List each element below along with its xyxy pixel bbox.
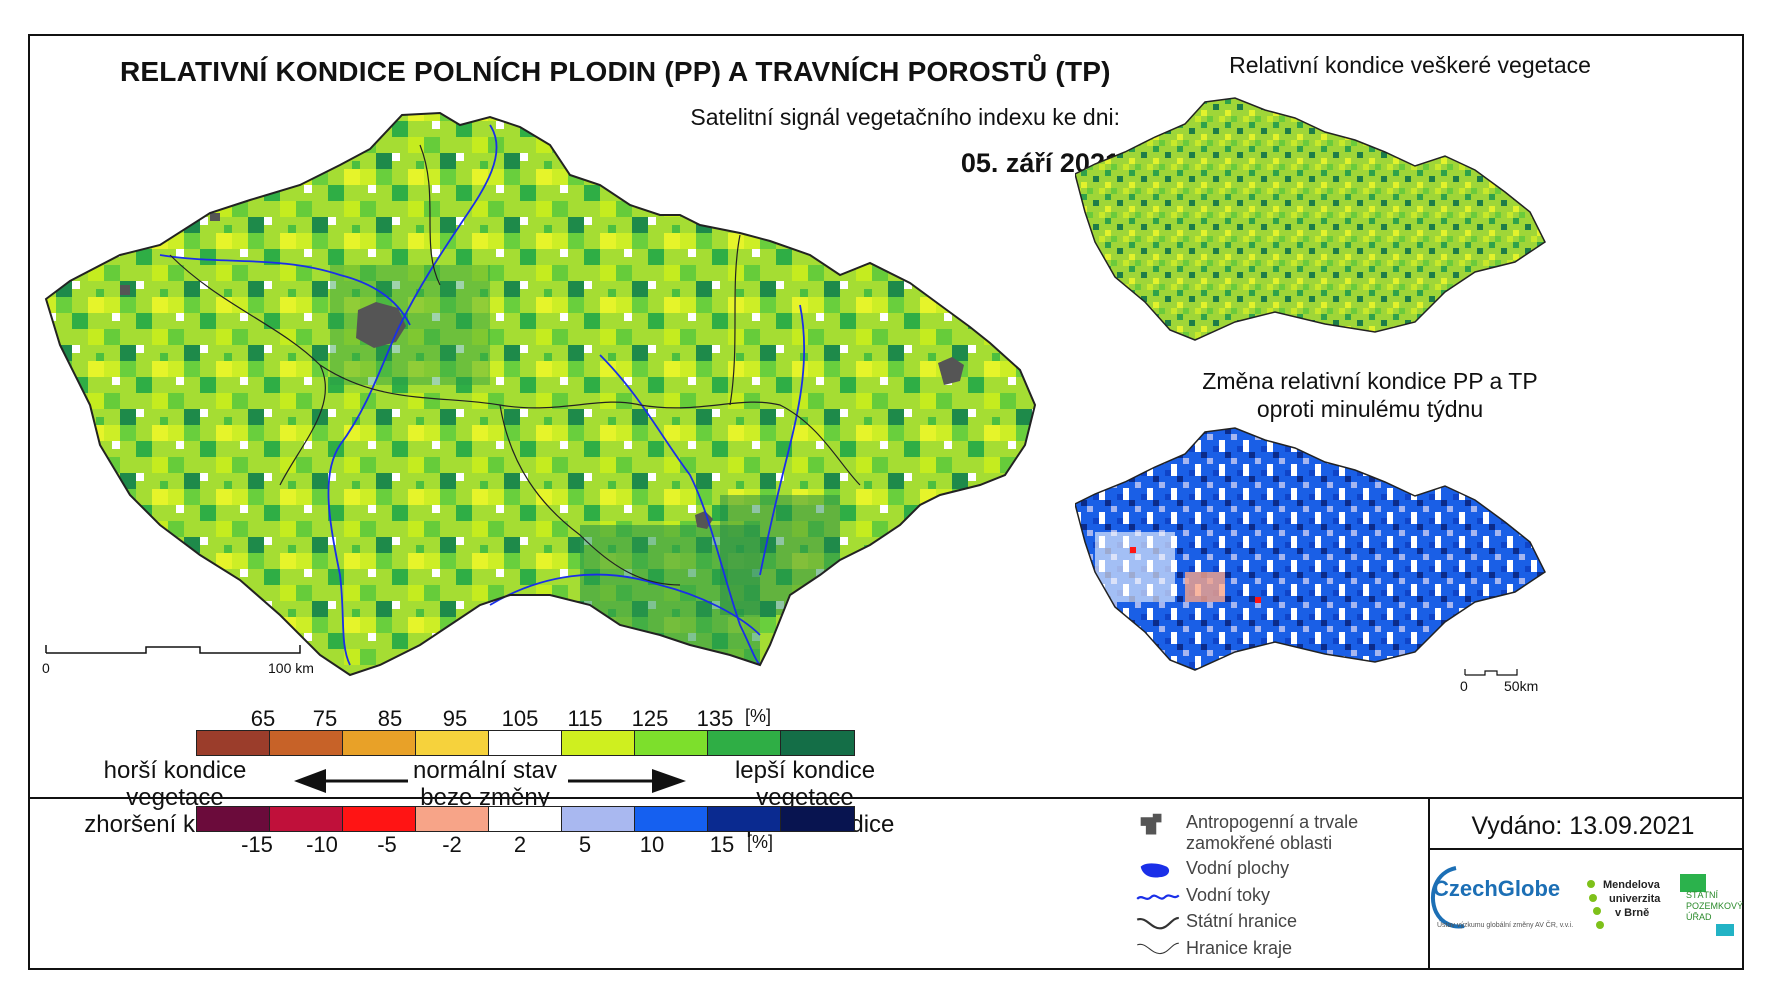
inset-change-title-line2: oproti minulému týdnu bbox=[1256, 396, 1484, 422]
legend-worse-line1: horší kondice vegetace bbox=[103, 757, 247, 811]
inset-all-title: Relativní kondice veškeré vegetace bbox=[1229, 52, 1591, 78]
map-title: RELATIVNÍ KONDICE POLNÍCH PLODIN (PP) A … bbox=[120, 56, 1111, 87]
symbol-region-border: Hranice kraje bbox=[1130, 938, 1292, 964]
inset-change-title-line1: Změna relativní kondice PP a TP bbox=[1202, 368, 1538, 394]
change-swatch bbox=[562, 807, 635, 831]
condition-swatch bbox=[416, 731, 489, 755]
spu-line3: ÚŘAD bbox=[1686, 912, 1712, 922]
condition-tick: 125 bbox=[631, 706, 669, 731]
symbol-river-label: Vodní toky bbox=[1186, 885, 1271, 905]
main-scale-end: 100 km bbox=[268, 660, 314, 676]
mendelu-logo-text: Mendelova univerzita v Brně bbox=[1603, 878, 1660, 920]
change-swatch bbox=[781, 807, 854, 831]
legend-divider bbox=[28, 797, 1744, 799]
spu-line2: POZEMKOVÝ bbox=[1686, 901, 1744, 911]
condition-tick: 65 bbox=[250, 706, 276, 731]
issued-divider bbox=[1428, 797, 1430, 970]
change-tick: 2 bbox=[513, 832, 527, 857]
main-scale-start: 0 bbox=[42, 660, 50, 676]
urban-area-icon bbox=[1140, 813, 1162, 835]
legend-normal-line1: normální stav bbox=[412, 757, 558, 784]
condition-swatch bbox=[270, 731, 343, 755]
change-color-bar bbox=[196, 806, 855, 832]
figure-frame bbox=[28, 34, 1744, 970]
region-border-icon bbox=[1137, 942, 1179, 955]
condition-tick: 85 bbox=[377, 706, 403, 731]
condition-tick: 105 bbox=[501, 706, 539, 731]
arrow-left-icon bbox=[294, 769, 408, 793]
change-swatch bbox=[197, 807, 270, 831]
czechglobe-logo-subtitle: Ústav výzkumu globální změny AV ČR, v.v.… bbox=[1437, 922, 1574, 929]
mendelu-logo-icon bbox=[1587, 880, 1604, 929]
symbol-state-border: Státní hranice bbox=[1130, 911, 1297, 937]
change-tick: -15 bbox=[241, 832, 273, 857]
change-unit: [%] bbox=[746, 832, 774, 852]
condition-tick: 95 bbox=[442, 706, 468, 731]
state-border-icon bbox=[1136, 916, 1179, 930]
change-swatch bbox=[489, 807, 562, 831]
inset-change-title: Změna relativní kondice PP a TP oproti m… bbox=[1110, 367, 1630, 423]
symbol-state-border-label: Státní hranice bbox=[1186, 911, 1298, 931]
change-tick: 15 bbox=[709, 832, 735, 857]
legend-better-line1: lepší kondice vegetace bbox=[734, 757, 876, 811]
symbol-region-border-label: Hranice kraje bbox=[1186, 938, 1293, 958]
condition-color-bar bbox=[196, 730, 855, 756]
inset-scale-end: 50km bbox=[1504, 678, 1539, 694]
arrow-right-icon bbox=[568, 769, 686, 793]
spu-logo-text: STÁTNÍ POZEMKOVÝ ÚŘAD bbox=[1686, 890, 1743, 923]
spu-logo-icon bbox=[1680, 874, 1734, 936]
change-tick: -10 bbox=[306, 832, 338, 857]
spu-line1: STÁTNÍ bbox=[1686, 890, 1719, 900]
inset-scale-start: 0 bbox=[1460, 678, 1468, 694]
symbol-urban-label2: zamokřené oblasti bbox=[1186, 833, 1333, 853]
mendelu-line3: v Brně bbox=[1615, 907, 1650, 919]
symbol-river: Vodní toky bbox=[1130, 885, 1270, 911]
change-swatch bbox=[708, 807, 781, 831]
change-tick: 5 bbox=[578, 832, 592, 857]
change-swatch bbox=[635, 807, 708, 831]
mendelu-line1: Mendelova bbox=[1603, 879, 1660, 891]
condition-swatch bbox=[197, 731, 270, 755]
inset-all-map bbox=[1075, 97, 1546, 341]
river-icon bbox=[1136, 894, 1180, 900]
czechglobe-logo-text: CzechGlobe bbox=[1433, 876, 1561, 901]
condition-swatch bbox=[489, 731, 562, 755]
condition-tick: 115 bbox=[567, 706, 603, 731]
condition-unit: [%] bbox=[744, 706, 772, 726]
symbol-water-body-label: Vodní plochy bbox=[1186, 858, 1290, 878]
main-map bbox=[45, 112, 1036, 676]
condition-swatch bbox=[562, 731, 635, 755]
condition-tick: 75 bbox=[312, 706, 338, 731]
symbol-urban: Antropogenní a trvale zamokřené oblasti bbox=[1130, 812, 1358, 854]
water-body-icon bbox=[1140, 863, 1170, 878]
condition-swatch bbox=[781, 731, 854, 755]
change-tick: -5 bbox=[377, 832, 397, 857]
czechglobe-logo-icon bbox=[1430, 866, 1465, 929]
symbol-water-body: Vodní plochy bbox=[1130, 858, 1289, 884]
change-swatch bbox=[270, 807, 343, 831]
logo-divider bbox=[1428, 848, 1744, 850]
condition-tick: 135 bbox=[696, 706, 734, 731]
condition-swatch bbox=[635, 731, 708, 755]
change-swatch bbox=[416, 807, 489, 831]
symbol-urban-label1: Antropogenní a trvale bbox=[1186, 812, 1359, 832]
mendelu-line2: univerzita bbox=[1609, 893, 1661, 905]
change-swatch bbox=[343, 807, 416, 831]
map-subtitle: Satelitní signál vegetačního indexu ke d… bbox=[690, 104, 1120, 130]
condition-swatch bbox=[708, 731, 781, 755]
main-scale-bar bbox=[45, 645, 301, 654]
change-tick: 10 bbox=[639, 832, 665, 857]
change-tick: -2 bbox=[442, 832, 462, 857]
issued-date: Vydáno: 13.09.2021 bbox=[1471, 812, 1695, 840]
condition-swatch bbox=[343, 731, 416, 755]
legend-normal: normální stav beze změny bbox=[410, 757, 560, 811]
inset-change-map bbox=[1075, 427, 1546, 676]
